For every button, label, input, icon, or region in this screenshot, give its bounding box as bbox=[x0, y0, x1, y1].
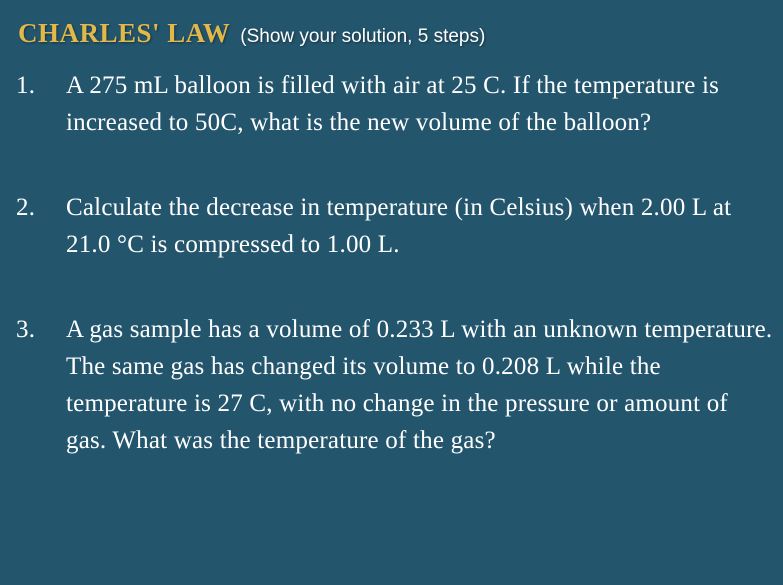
problem-item: A gas sample has a volume of 0.233 L wit… bbox=[14, 311, 773, 459]
problem-text: A 275 mL balloon is filled with air at 2… bbox=[66, 72, 719, 136]
problem-text: Calculate the decrease in temperature (i… bbox=[66, 194, 731, 258]
problem-text: A gas sample has a volume of 0.233 L wit… bbox=[66, 316, 772, 454]
problem-item: A 275 mL balloon is filled with air at 2… bbox=[14, 67, 773, 141]
page-subtitle: (Show your solution, 5 steps) bbox=[240, 26, 485, 47]
page-title: CHARLES' LAW bbox=[18, 18, 230, 48]
problem-item: Calculate the decrease in temperature (i… bbox=[14, 189, 773, 263]
title-row: CHARLES' LAW (Show your solution, 5 step… bbox=[14, 18, 773, 49]
problem-list: A 275 mL balloon is filled with air at 2… bbox=[14, 67, 773, 459]
